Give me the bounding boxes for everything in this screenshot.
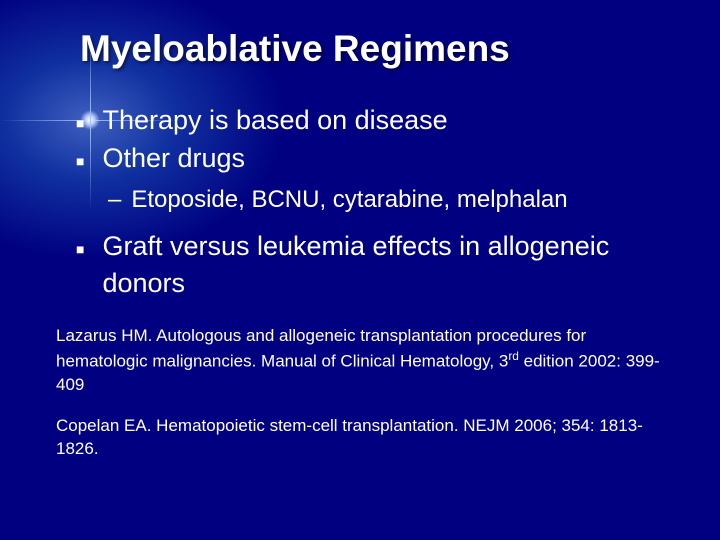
ref-superscript: rd [508, 349, 519, 363]
bullet-text: Graft versus leukemia effects in allogen… [102, 228, 680, 301]
dash-bullet-icon: – [108, 183, 121, 217]
ref-part: Lazarus HM. Autologous and allogeneic tr… [56, 326, 586, 371]
reference-text: Lazarus HM. Autologous and allogeneic tr… [56, 325, 680, 396]
square-bullet-icon: ■ [76, 152, 84, 171]
bullet-text: Other drugs [102, 140, 245, 176]
slide-body: ■ Therapy is based on disease ■ Other dr… [76, 102, 680, 461]
slide: Myeloablative Regimens ■ Therapy is base… [0, 0, 720, 540]
bullet-text: Therapy is based on disease [102, 102, 447, 138]
bullet-item: ■ Therapy is based on disease [76, 102, 680, 138]
reference-text: Copelan EA. Hematopoietic stem-cell tran… [56, 415, 680, 461]
sub-bullet-text: Etoposide, BCNU, cytarabine, melphalan [131, 183, 567, 217]
square-bullet-icon: ■ [76, 240, 84, 259]
slide-title: Myeloablative Regimens [80, 28, 680, 70]
square-bullet-icon: ■ [76, 114, 84, 133]
bullet-item: ■ Graft versus leukemia effects in allog… [76, 228, 680, 301]
bullet-item: ■ Other drugs [76, 140, 680, 176]
sub-bullet-item: – Etoposide, BCNU, cytarabine, melphalan [108, 183, 680, 217]
